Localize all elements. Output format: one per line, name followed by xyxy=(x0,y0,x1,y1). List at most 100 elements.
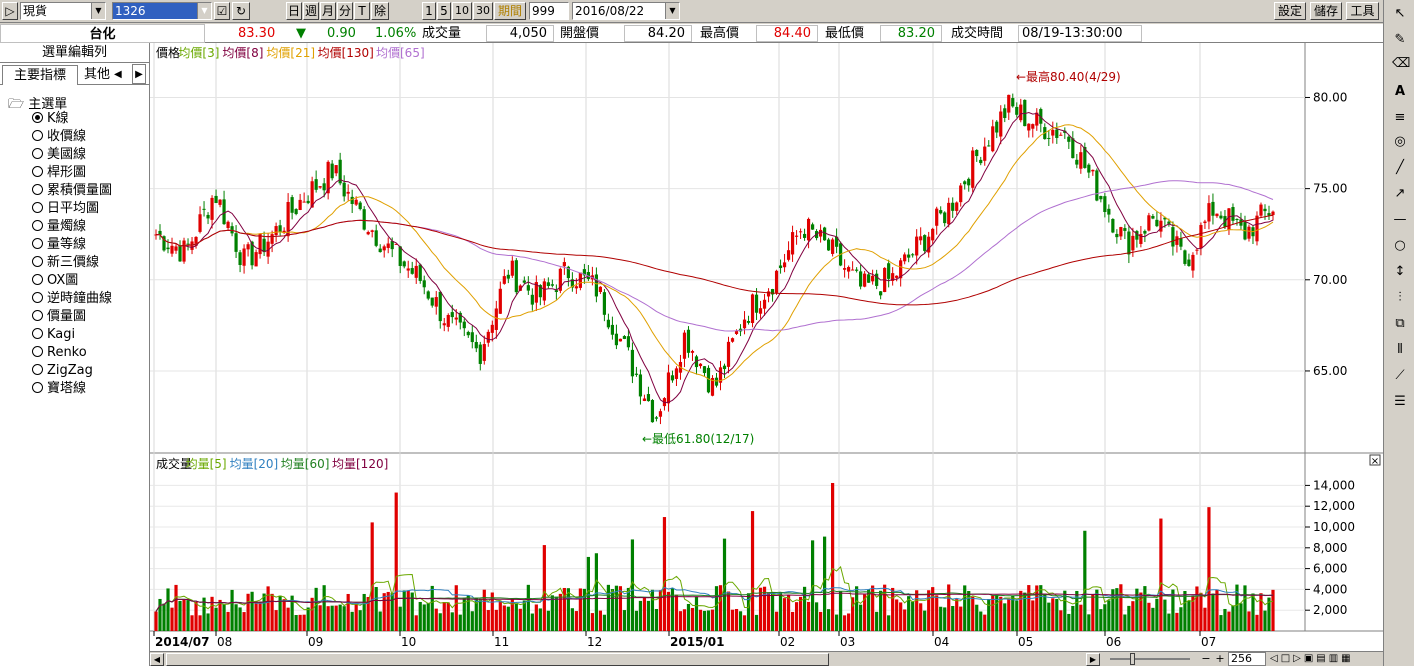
zoom-out-icon[interactable]: − xyxy=(1201,652,1211,665)
candle-body xyxy=(1155,219,1159,227)
interval-5-button[interactable]: 5 xyxy=(437,2,451,20)
tree-item[interactable]: OX圖 xyxy=(32,272,78,290)
radio-icon[interactable] xyxy=(32,184,43,195)
horizontal-line-icon[interactable]: — xyxy=(1393,212,1407,227)
period-exright-button[interactable]: 除 xyxy=(371,2,389,20)
tab-other[interactable]: 其他 xyxy=(84,67,111,82)
arrow-tool-icon[interactable]: ↗ xyxy=(1394,186,1406,201)
tree-item[interactable]: 量等線 xyxy=(32,236,86,254)
period-minute-button[interactable]: 分 xyxy=(337,2,353,20)
market-select[interactable]: 現貨 ▼ xyxy=(20,2,106,20)
fill-icon[interactable]: ◎ xyxy=(1394,134,1406,149)
radio-icon[interactable] xyxy=(32,274,43,285)
refresh-icon[interactable]: ↻ xyxy=(232,2,250,20)
interval-10-button[interactable]: 10 xyxy=(452,2,472,20)
zoom-slider-track[interactable] xyxy=(1110,658,1190,660)
tree-item[interactable]: Kagi xyxy=(32,326,75,344)
percentage-icon[interactable]: ☰ xyxy=(1394,394,1406,409)
tree-item[interactable]: 日平均圖 xyxy=(32,200,99,218)
circle-tool-icon[interactable]: ○ xyxy=(1394,238,1406,253)
save-button[interactable]: 儲存 xyxy=(1310,2,1342,20)
vertical-lines-icon[interactable]: ⦀ xyxy=(1397,342,1403,357)
radio-icon[interactable] xyxy=(32,220,43,231)
period-month-button[interactable]: 月 xyxy=(320,2,336,20)
line-tool-icon[interactable]: ╱ xyxy=(1396,160,1404,175)
play-icon[interactable]: ▷ xyxy=(2,2,18,20)
tools-button[interactable]: 工具 xyxy=(1346,2,1379,20)
period-tick-button[interactable]: T xyxy=(354,2,370,20)
channel-icon[interactable]: ⧉ xyxy=(1395,316,1405,331)
radio-icon[interactable] xyxy=(32,202,43,213)
date-select[interactable]: 2016/08/22 ▼ xyxy=(572,2,680,20)
symbol-select[interactable]: 1326 ▼ xyxy=(112,2,212,20)
chart-area[interactable]: × 2014/07 08 09 10 11 12 2015/01 02 03 04 05 06 07 80.… xyxy=(150,43,1383,651)
volume-bar xyxy=(879,590,883,631)
tree-item[interactable]: 價量圖 xyxy=(32,308,86,326)
pencil-icon[interactable]: ✎ xyxy=(1394,32,1406,47)
y-tick-label: 70.00 xyxy=(1313,273,1347,287)
horizontal-scrollbar[interactable]: ◀ ▶ − + 256 ◁□▷▣▤▥▦ xyxy=(150,651,1383,666)
tree-item[interactable]: ZigZag xyxy=(32,362,93,380)
period-week-button[interactable]: 週 xyxy=(303,2,319,20)
count-field[interactable]: 999 xyxy=(529,2,569,20)
chevron-right-icon[interactable]: ▶ xyxy=(132,64,146,84)
period-day-button[interactable]: 日 xyxy=(286,2,302,20)
tree-item[interactable]: 收價線 xyxy=(32,128,86,146)
scroll-left-icon[interactable]: ◀ xyxy=(150,653,164,666)
chart-svg[interactable]: × 2014/07 08 09 10 11 12 2015/01 02 03 04 05 06 07 80.… xyxy=(150,43,1383,651)
period-button[interactable]: 期間 xyxy=(494,2,526,20)
gann-fan-icon[interactable]: ⟋ xyxy=(1395,368,1405,383)
interval-30-button[interactable]: 30 xyxy=(473,2,493,20)
text-tool-icon[interactable]: A xyxy=(1394,84,1406,99)
settings-button[interactable]: 設定 xyxy=(1274,2,1306,20)
eraser-icon[interactable]: ⌫ xyxy=(1392,56,1411,71)
radio-icon[interactable] xyxy=(32,364,43,375)
candle-body xyxy=(1123,228,1127,231)
cursor-icon[interactable]: ↖ xyxy=(1394,6,1406,21)
chevron-down-icon[interactable]: ▼ xyxy=(197,3,211,19)
tree-root[interactable]: 🗁 主選單 xyxy=(8,93,67,117)
scroll-thumb[interactable] xyxy=(166,653,829,666)
interval-1-button[interactable]: 1 xyxy=(422,2,436,20)
volume-bar xyxy=(959,606,963,631)
zoom-in-icon[interactable]: + xyxy=(1215,652,1225,665)
zoom-slider-handle[interactable] xyxy=(1130,653,1135,665)
tree-item[interactable]: 累積價量圖 xyxy=(32,182,112,200)
tree-item[interactable]: Renko xyxy=(32,344,87,362)
tree-item[interactable]: 寶塔線 xyxy=(32,380,86,398)
radio-icon[interactable] xyxy=(32,256,43,267)
radio-icon[interactable] xyxy=(32,292,43,303)
tab-main-indicators[interactable]: 主要指標 xyxy=(2,65,78,85)
radio-icon[interactable] xyxy=(32,148,43,159)
tree-item[interactable]: K線 xyxy=(32,110,69,128)
chevron-down-icon[interactable]: ▼ xyxy=(665,3,679,19)
radio-icon[interactable] xyxy=(32,166,43,177)
x-tick-label: 06 xyxy=(1106,635,1121,649)
fibonacci-icon[interactable]: ⫶ xyxy=(1398,290,1402,305)
horizontal-lines-icon[interactable]: ≡ xyxy=(1394,110,1406,125)
candle-body xyxy=(1195,249,1199,251)
zoom-field[interactable]: 256 xyxy=(1228,652,1266,666)
tree-item[interactable]: 新三價線 xyxy=(32,254,99,272)
chevron-down-icon[interactable]: ▼ xyxy=(91,3,105,19)
scroll-right-icon[interactable]: ▶ xyxy=(1086,653,1100,666)
tree-item[interactable]: 逆時鐘曲線 xyxy=(32,290,112,308)
tree-item[interactable]: 量燭線 xyxy=(32,218,86,236)
candle-body xyxy=(538,285,542,298)
radio-icon[interactable] xyxy=(32,328,43,339)
radio-icon[interactable] xyxy=(32,130,43,141)
radio-icon[interactable] xyxy=(32,112,43,123)
checkbox-icon[interactable]: ☑ xyxy=(214,2,230,20)
vertical-marker-icon[interactable]: ↕ xyxy=(1394,264,1406,279)
radio-icon[interactable] xyxy=(32,346,43,357)
candle-body xyxy=(762,299,767,309)
chevron-left-icon[interactable]: ◀ xyxy=(114,69,122,80)
volume-bar xyxy=(1203,607,1207,631)
tree-item[interactable]: 桿形圖 xyxy=(32,164,86,182)
radio-icon[interactable] xyxy=(32,382,43,393)
radio-icon[interactable] xyxy=(32,238,43,249)
view-control-icons[interactable]: ◁□▷▣▤▥▦ xyxy=(1270,653,1354,664)
volume-bar xyxy=(831,482,835,631)
tree-item[interactable]: 美國線 xyxy=(32,146,86,164)
radio-icon[interactable] xyxy=(32,310,43,321)
